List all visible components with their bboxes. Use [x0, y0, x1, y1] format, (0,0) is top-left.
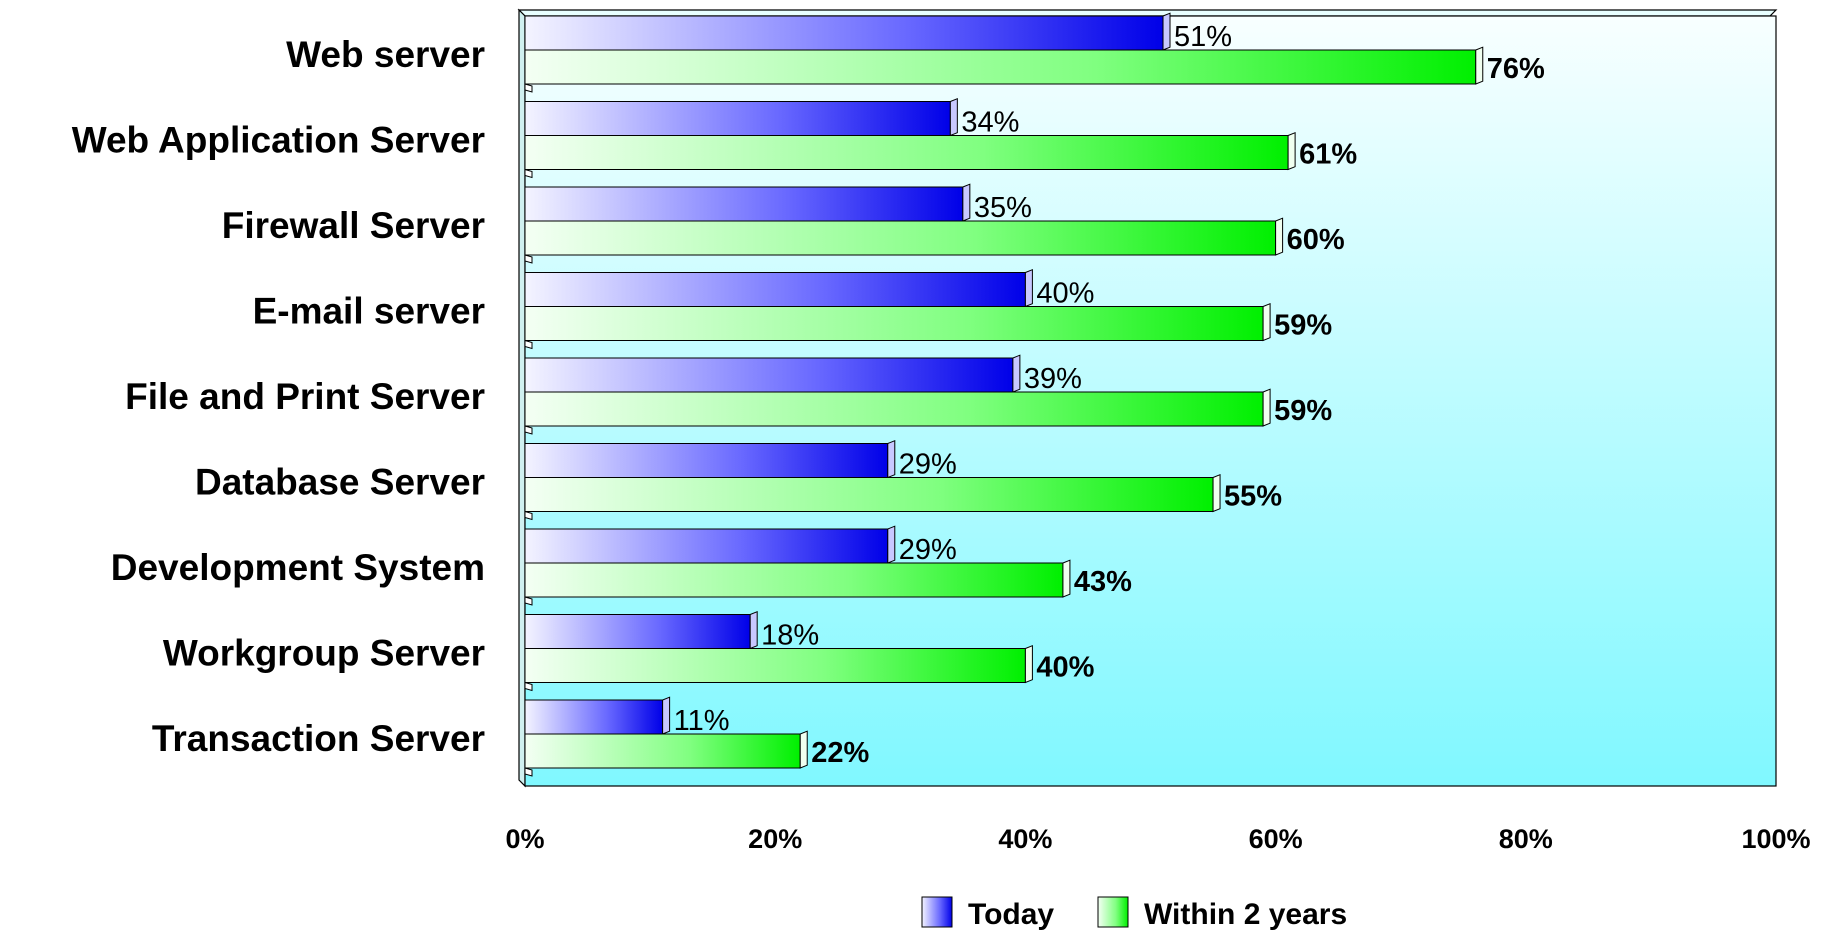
value-label-today: 40% — [1036, 278, 1094, 310]
legend-swatch-today — [921, 896, 953, 928]
x-tick-label: 100% — [1741, 824, 1810, 854]
bar-end-within-2-years — [1062, 559, 1071, 598]
bars-layer: 51% 76% 34% 61% 35% 60% 40% 59% 39% 59% 29% 55% 29% 4… — [524, 12, 1545, 777]
x-tick-label: 80% — [1499, 824, 1553, 854]
category-label: E-mail server — [253, 291, 485, 332]
value-label-within-2-years: 43% — [1074, 566, 1132, 598]
bar-base — [524, 510, 533, 521]
value-label-within-2-years: 59% — [1274, 310, 1332, 342]
value-label-within-2-years: 22% — [811, 737, 869, 769]
legend-swatch-within-2-years — [1097, 896, 1129, 928]
bar-within-2-years — [524, 220, 1277, 256]
value-label-within-2-years: 76% — [1487, 53, 1545, 85]
bar-end-today — [962, 183, 971, 222]
value-label-today: 29% — [899, 534, 957, 566]
bar-within-2-years — [524, 135, 1289, 170]
legend-label-today: Today — [968, 898, 1054, 931]
bar-today — [524, 15, 1164, 51]
bar-end-within-2-years — [1024, 644, 1033, 684]
bar-end-today — [887, 439, 896, 479]
bar-base — [524, 681, 533, 692]
bar-end-within-2-years — [1287, 131, 1296, 171]
bar-base — [524, 254, 533, 264]
value-label-within-2-years: 60% — [1287, 224, 1345, 256]
bar-end-within-2-years — [799, 730, 808, 769]
value-label-today: 29% — [899, 449, 957, 481]
value-label-within-2-years: 55% — [1224, 481, 1282, 513]
bar-today — [524, 699, 664, 735]
x-tick-label: 20% — [748, 824, 802, 854]
legend: Today Within 2 years — [921, 896, 1347, 931]
value-label-today: 51% — [1174, 21, 1232, 53]
x-tick-label: 0% — [505, 824, 544, 854]
bar-end-within-2-years — [1275, 217, 1284, 256]
bar-base — [524, 339, 533, 350]
bar-end-within-2-years — [1212, 473, 1221, 513]
bar-base — [524, 425, 533, 435]
bar-end-within-2-years — [1475, 46, 1484, 85]
bar-within-2-years — [524, 391, 1264, 427]
category-label: Web server — [286, 34, 485, 75]
bar-end-today — [887, 525, 896, 564]
bar-today — [524, 272, 1026, 307]
bar-within-2-years — [524, 49, 1477, 85]
category-label: File and Print Server — [125, 376, 485, 417]
bar-today — [524, 186, 964, 222]
bar-today — [524, 614, 751, 649]
bar-end-today — [749, 610, 758, 650]
bar-within-2-years — [524, 562, 1064, 598]
category-label: Development System — [111, 547, 485, 588]
value-label-today: 35% — [974, 192, 1032, 224]
bar-today — [524, 443, 889, 478]
bar-end-within-2-years — [1262, 388, 1271, 427]
bar-base — [524, 83, 533, 93]
bar-today — [524, 101, 951, 136]
category-label: Transaction Server — [152, 718, 485, 759]
value-label-today: 34% — [961, 107, 1019, 139]
x-axis-tick-labels: 0% 20% 40% 60% 80% 100% — [505, 824, 1810, 854]
value-label-today: 11% — [674, 705, 730, 737]
legend-label-within-2-years: Within 2 years — [1144, 898, 1347, 931]
bar-within-2-years — [524, 306, 1264, 341]
plot-top-face — [517, 9, 1778, 17]
value-label-within-2-years: 40% — [1036, 652, 1094, 684]
bar-base — [524, 767, 533, 777]
value-label-today: 39% — [1024, 363, 1082, 395]
value-label-within-2-years: 61% — [1299, 139, 1357, 171]
x-tick-label: 60% — [1249, 824, 1303, 854]
bar-end-within-2-years — [1262, 302, 1271, 342]
bar-end-today — [1012, 354, 1021, 393]
category-labels: Web server Web Application Server Firewall… — [72, 34, 485, 759]
bar-end-today — [1024, 268, 1033, 308]
value-label-within-2-years: 59% — [1274, 395, 1332, 427]
category-label: Web Application Server — [72, 120, 485, 161]
bar-end-today — [1162, 12, 1171, 51]
plot-side-face — [518, 8, 526, 788]
bar-today — [524, 357, 1014, 393]
x-tick-label: 40% — [998, 824, 1052, 854]
bar-within-2-years — [524, 477, 1214, 512]
bar-base — [524, 596, 533, 606]
bar-base — [524, 168, 533, 179]
value-label-today: 18% — [761, 620, 819, 652]
category-label: Database Server — [195, 462, 485, 503]
category-label: Workgroup Server — [163, 633, 485, 674]
bar-today — [524, 528, 889, 564]
bar-within-2-years — [524, 733, 801, 769]
bar-end-today — [662, 696, 671, 735]
bar-end-today — [949, 97, 958, 137]
category-label: Firewall Server — [222, 205, 485, 246]
bar-within-2-years — [524, 648, 1026, 683]
